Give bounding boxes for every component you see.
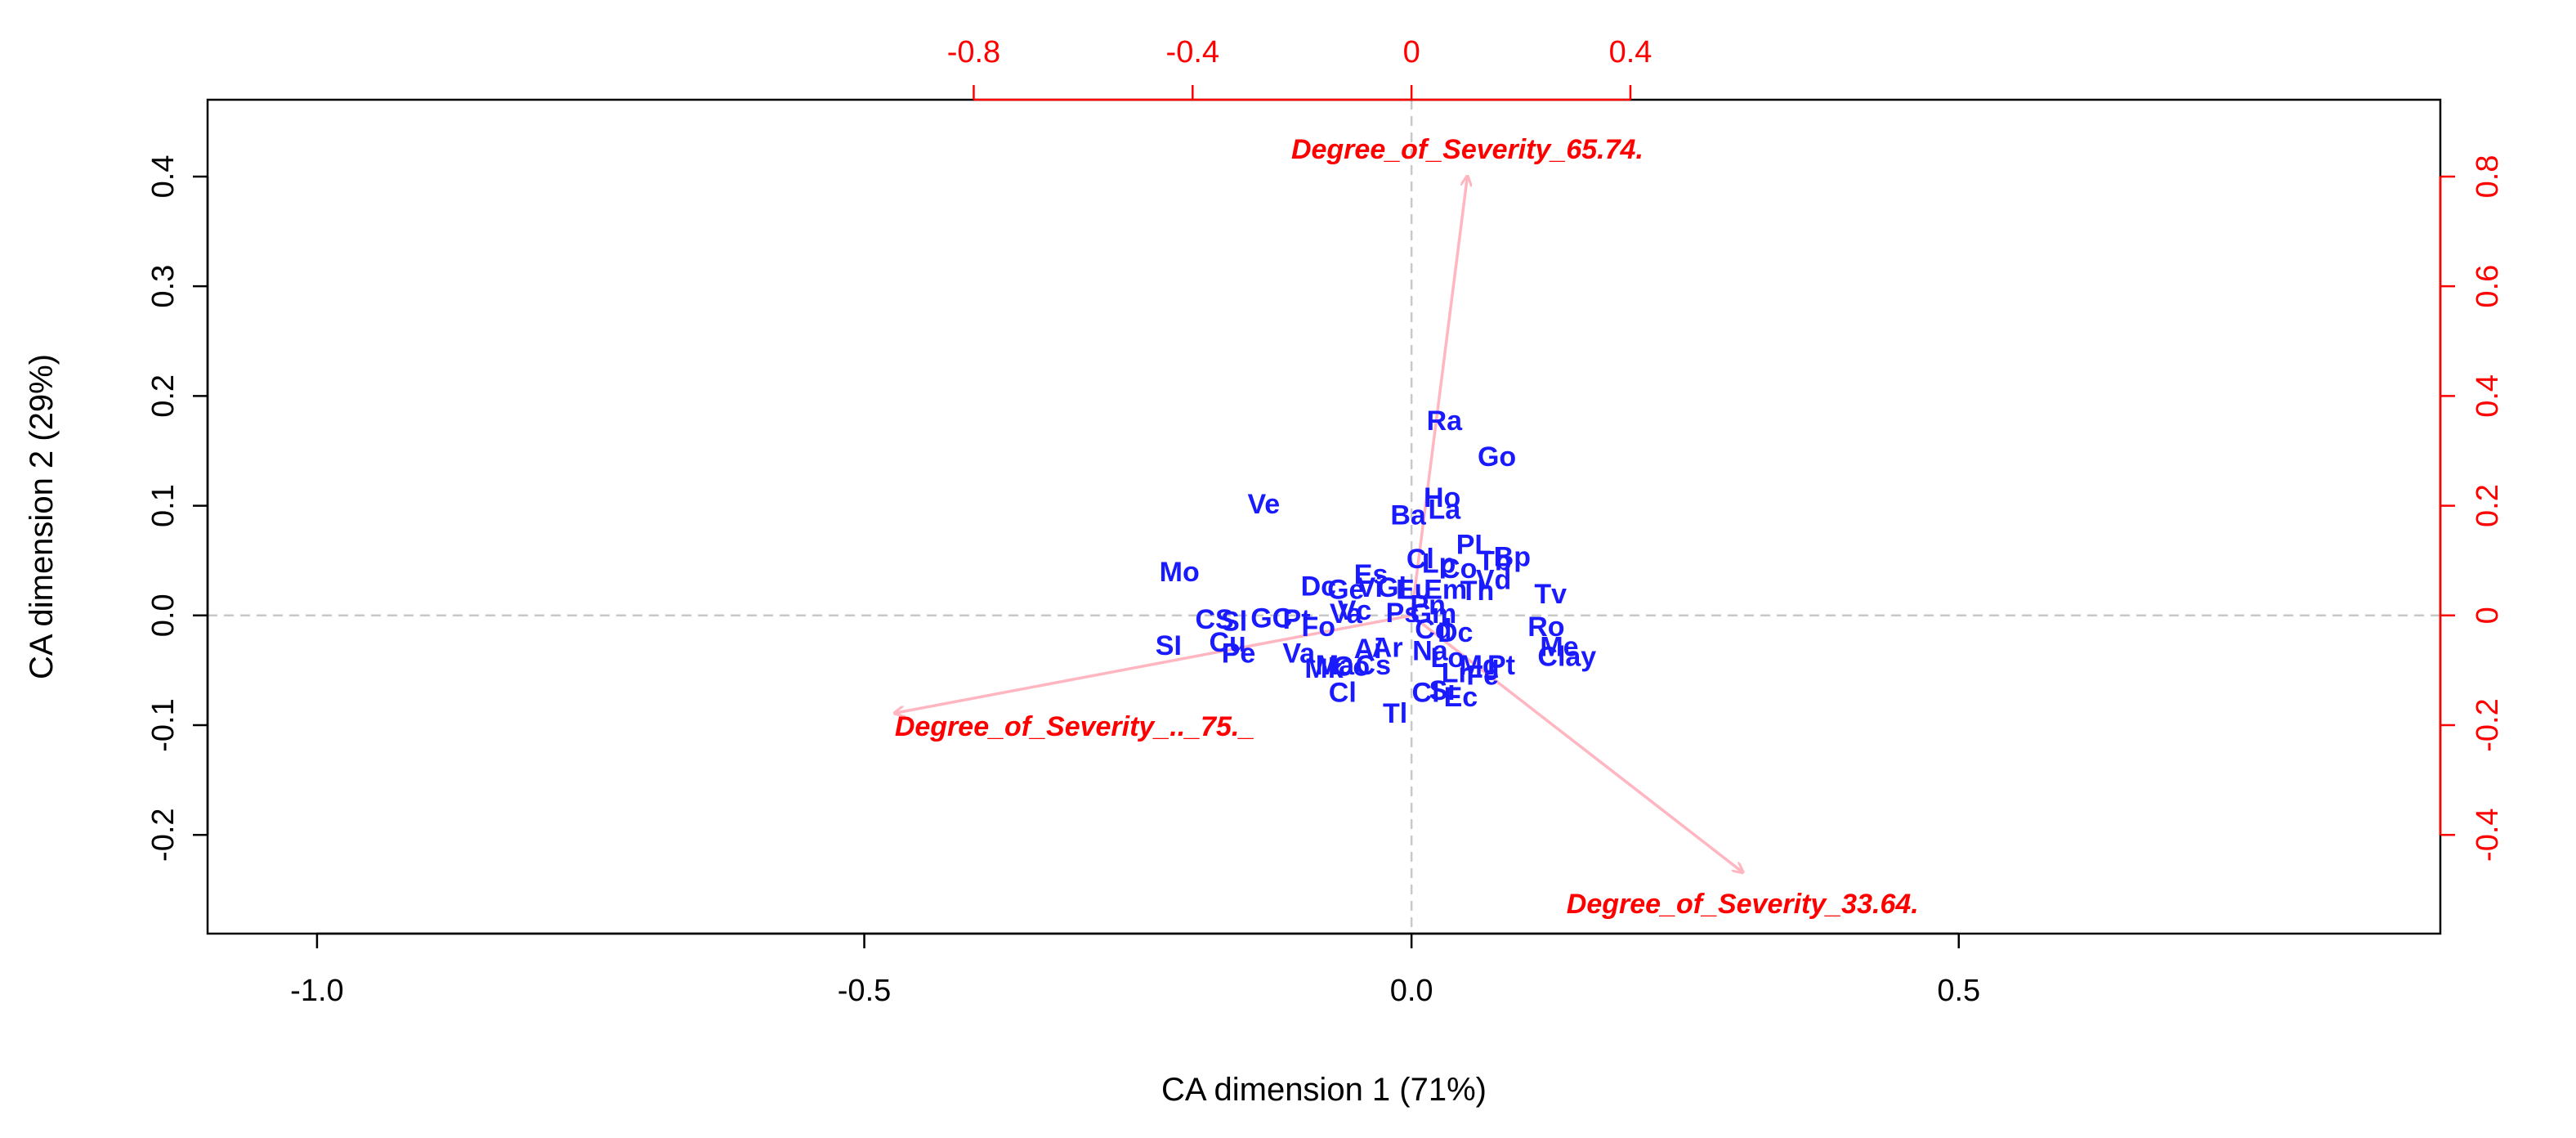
row-point-label: Cd xyxy=(1415,614,1451,645)
row-point-label: Go xyxy=(1478,441,1516,473)
row-point-label: Clay xyxy=(1537,641,1596,672)
row-point-label: Em xyxy=(1424,575,1467,606)
x-axis-title: CA dimension 1 (71%) xyxy=(1161,1072,1487,1108)
y-tick-label: -0.2 xyxy=(146,808,181,861)
x-tick-label: 0.5 xyxy=(1937,974,1980,1008)
column-arrows xyxy=(895,177,1742,872)
column-arrow-label: Degree_of_Severity_33.64. xyxy=(1567,889,1919,920)
row-point-label: Tb xyxy=(1478,546,1512,577)
x-tick-label: 0.0 xyxy=(1390,974,1433,1008)
row-point-label: Gm xyxy=(1411,598,1457,629)
row-point-label: Ba xyxy=(1390,500,1427,531)
row-point-label: Fe xyxy=(1466,660,1499,691)
right-tick-label: 0.6 xyxy=(2471,265,2505,308)
row-point-label: Pe xyxy=(1222,638,1256,669)
row-point-label: Bp xyxy=(1494,541,1531,572)
row-point-label: Va xyxy=(1282,638,1316,669)
top-tick-label: -0.8 xyxy=(947,35,1000,69)
row-point-label: Me xyxy=(1540,631,1578,662)
row-point-label: Mo xyxy=(1160,557,1200,588)
right-tick-label: -0.2 xyxy=(2471,698,2505,751)
row-point-label: Pt xyxy=(1487,650,1515,681)
row-point-label: Mg xyxy=(1460,650,1500,681)
row-point-label: Cl xyxy=(1329,678,1357,709)
top-tick-label: 0 xyxy=(1403,35,1420,69)
row-point-label: Vd xyxy=(1476,565,1511,596)
column-arrow-label: Degree_of_Severity_65.74. xyxy=(1291,134,1644,165)
row-point-label: Si xyxy=(1429,675,1456,706)
right-tick-label: 0.4 xyxy=(2471,374,2505,418)
row-point-label: Vc xyxy=(1338,595,1372,626)
row-point-label: Ge xyxy=(1327,575,1364,606)
y-tick-label: -0.1 xyxy=(146,698,181,751)
row-point-label: Lp xyxy=(1422,548,1456,579)
row-point-label: Ra xyxy=(1427,405,1464,437)
row-point-label: Fo xyxy=(1302,612,1336,643)
right-tick-label: 0 xyxy=(2471,607,2505,624)
row-point-label: Ho xyxy=(1424,482,1460,513)
row-point-label: Tl xyxy=(1383,698,1407,729)
row-point-label: Co xyxy=(1333,652,1370,683)
row-point-label: Sl xyxy=(1221,607,1247,638)
x-axis-bottom: -1.0 -0.5 0.0 0.5 xyxy=(290,932,1980,1008)
row-point-label: Co xyxy=(1440,553,1477,585)
row-point-label: Eu xyxy=(1396,575,1431,606)
row-point-label: Cu xyxy=(1209,627,1246,658)
row-point-label: Ai xyxy=(1354,634,1382,665)
row-point-label: GC xyxy=(1250,603,1292,634)
row-point-label: CS xyxy=(1195,604,1233,635)
row-point-label: Ar xyxy=(1372,633,1403,664)
row-point-label: Pn xyxy=(1410,589,1445,621)
y-tick-label: 0.2 xyxy=(146,374,181,418)
y-tick-label: 0.3 xyxy=(146,265,181,308)
row-point-label: Mk xyxy=(1304,653,1343,684)
row-point-label: Na xyxy=(1412,636,1449,667)
y-tick-label: 0.1 xyxy=(146,484,181,527)
row-point-label: Tv xyxy=(1534,579,1567,610)
y-tick-label: 0.4 xyxy=(146,155,181,199)
column-arrow xyxy=(1411,614,1742,872)
top-tick-label: -0.4 xyxy=(1166,35,1219,69)
y-axis-right-secondary: -0.4 -0.2 0 0.2 0.4 0.6 0.8 xyxy=(2439,155,2505,862)
row-point-label: Lr xyxy=(1442,658,1469,689)
row-point-label: SI xyxy=(1156,630,1182,661)
row-point-label: Vi xyxy=(1357,572,1383,603)
row-point-label: Ve xyxy=(1247,489,1280,520)
row-point-label: Cl xyxy=(1412,678,1440,709)
row-point-label: Va xyxy=(1330,598,1363,629)
y-axis-title: CA dimension 2 (29%) xyxy=(24,354,60,679)
y-tick-label: 0.0 xyxy=(146,594,181,637)
right-tick-label: 0.2 xyxy=(2471,484,2505,527)
column-arrow xyxy=(895,614,1412,713)
row-point-label: PL xyxy=(1456,530,1491,561)
x-tick-label: -1.0 xyxy=(290,974,343,1008)
row-point-label: Pt xyxy=(1283,604,1311,635)
x-tick-label: -0.5 xyxy=(838,974,891,1008)
row-point-label: Lo xyxy=(1431,643,1465,674)
row-point-label: Es xyxy=(1354,559,1389,590)
right-tick-label: 0.8 xyxy=(2471,155,2505,199)
row-point-label: Ro xyxy=(1527,612,1564,643)
right-tick-label: -0.4 xyxy=(2471,808,2505,861)
row-point-label: Ps xyxy=(1386,598,1420,629)
row-point-label: Ma xyxy=(1316,650,1355,681)
row-point-label: Dc xyxy=(1301,571,1336,603)
row-point-label: Cl xyxy=(1407,544,1434,575)
row-point-label: Ec xyxy=(1444,682,1478,713)
row-point-label: Cs xyxy=(1356,650,1391,681)
x-axis-top-secondary: -0.8 -0.4 0 0.4 xyxy=(947,35,1652,101)
reference-lines xyxy=(208,100,2440,934)
column-arrow-labels: Degree_of_Severity_65.74. Degree_of_Sever… xyxy=(895,134,1919,920)
row-point-label: Th xyxy=(1460,576,1495,607)
row-point-label: La xyxy=(1428,495,1461,526)
y-axis-left: -0.2 -0.1 0.0 0.1 0.2 0.3 0.4 xyxy=(146,155,209,862)
column-arrow xyxy=(1410,177,1467,616)
top-tick-label: 0.4 xyxy=(1609,35,1652,69)
row-point-label: Dc xyxy=(1438,617,1473,648)
row-point-label: Gl xyxy=(1377,572,1407,603)
column-arrow-label: Degree_of_Severity_.._75._ xyxy=(895,711,1254,742)
